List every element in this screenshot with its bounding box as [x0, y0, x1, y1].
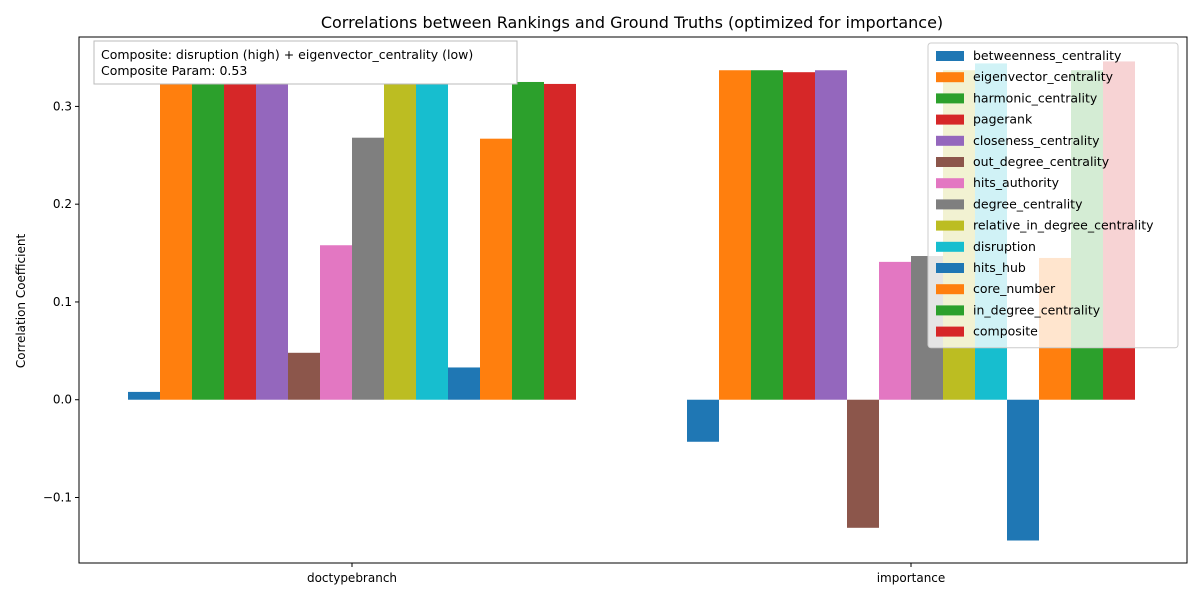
bar-betweenness_centrality-importance [687, 399, 719, 442]
x-tick-label-doctypebranch: doctypebranch [307, 571, 397, 585]
bar-degree_centrality-doctypebranch [352, 137, 384, 400]
legend-box [927, 42, 1179, 349]
legend-label-relative_in_degree_centrality: relative_in_degree_centrality [973, 218, 1154, 233]
bar-in_degree_centrality-doctypebranch [512, 81, 544, 400]
legend-swatch-degree_centrality [936, 199, 964, 210]
legend-swatch-composite [936, 326, 964, 337]
annotation-line-1: Composite: disruption (high) + eigenvect… [101, 47, 473, 62]
bar-relative_in_degree_centrality-doctypebranch [384, 81, 416, 400]
bar-out_degree_centrality-importance [847, 399, 879, 528]
legend-label-in_degree_centrality: in_degree_centrality [973, 302, 1101, 317]
bar-harmonic_centrality-doctypebranch [192, 81, 224, 400]
x-tick-label-importance: importance [877, 571, 946, 585]
legend-label-closeness_centrality: closeness_centrality [973, 133, 1100, 148]
legend-label-hits_authority: hits_authority [973, 175, 1060, 190]
legend-swatch-eigenvector_centrality [936, 72, 964, 83]
legend-swatch-in_degree_centrality [936, 305, 964, 316]
legend-label-core_number: core_number [973, 281, 1056, 296]
bar-pagerank-importance [783, 72, 815, 400]
legend-swatch-pagerank [936, 114, 964, 125]
bar-core_number-doctypebranch [480, 138, 512, 400]
legend-swatch-harmonic_centrality [936, 93, 964, 104]
bar-closeness_centrality-importance [815, 70, 847, 400]
legend: betweenness_centrality eigenvector_centra… [927, 42, 1179, 349]
legend-label-harmonic_centrality: harmonic_centrality [973, 90, 1098, 105]
bar-disruption-doctypebranch [416, 83, 448, 400]
bar-hits_hub-doctypebranch [448, 367, 480, 400]
legend-label-betweenness_centrality: betweenness_centrality [973, 48, 1122, 63]
bar-closeness_centrality-doctypebranch [256, 81, 288, 400]
bar-harmonic_centrality-importance [751, 70, 783, 400]
bar-betweenness_centrality-doctypebranch [128, 391, 160, 400]
legend-swatch-hits_hub [936, 263, 964, 273]
annotation-box [93, 40, 518, 85]
legend-swatch-disruption [936, 241, 964, 252]
bar-pagerank-doctypebranch [224, 83, 256, 400]
legend-label-disruption: disruption [973, 239, 1036, 254]
legend-swatch-out_degree_centrality [936, 157, 964, 167]
legend-swatch-core_number [936, 284, 964, 295]
legend-swatch-closeness_centrality [936, 135, 964, 146]
legend-label-eigenvector_centrality: eigenvector_centrality [973, 69, 1114, 84]
legend-label-composite: composite [973, 324, 1038, 339]
bar-hits_authority-importance [879, 261, 911, 400]
bar-composite-doctypebranch [544, 83, 576, 400]
legend-swatch-betweenness_centrality [936, 51, 964, 61]
y-tick-label: −0.1 [43, 490, 72, 504]
legend-label-degree_centrality: degree_centrality [973, 196, 1083, 211]
legend-swatch-hits_authority [936, 178, 964, 189]
bar-eigenvector_centrality-importance [719, 70, 751, 400]
legend-label-out_degree_centrality: out_degree_centrality [973, 154, 1110, 169]
y-tick-label: 0.2 [53, 197, 72, 211]
legend-label-hits_hub: hits_hub [973, 260, 1026, 275]
y-tick-label: 0.0 [53, 393, 72, 407]
legend-swatch-relative_in_degree_centrality [936, 220, 964, 231]
bar-eigenvector_centrality-doctypebranch [160, 81, 192, 400]
bar-hits_hub-importance [1007, 399, 1039, 541]
y-tick-label: 0.1 [53, 295, 72, 309]
chart-title: Correlations between Rankings and Ground… [321, 13, 943, 32]
annotation-line-2: Composite Param: 0.53 [101, 63, 247, 78]
plot-frame [78, 36, 1188, 564]
y-tick-label: 0.3 [53, 99, 72, 113]
y-axis-label: Correlation Coefficient [14, 234, 28, 369]
bar-hits_authority-doctypebranch [320, 245, 352, 400]
axes-layer: −0.1 0.0 0.1 0.2 0.3 doctypebranch importance [43, 36, 1188, 585]
composite-annotation: Composite: disruption (high) + eigenvect… [93, 40, 518, 85]
bar-out_degree_centrality-doctypebranch [288, 352, 320, 400]
legend-label-pagerank: pagerank [973, 112, 1033, 127]
